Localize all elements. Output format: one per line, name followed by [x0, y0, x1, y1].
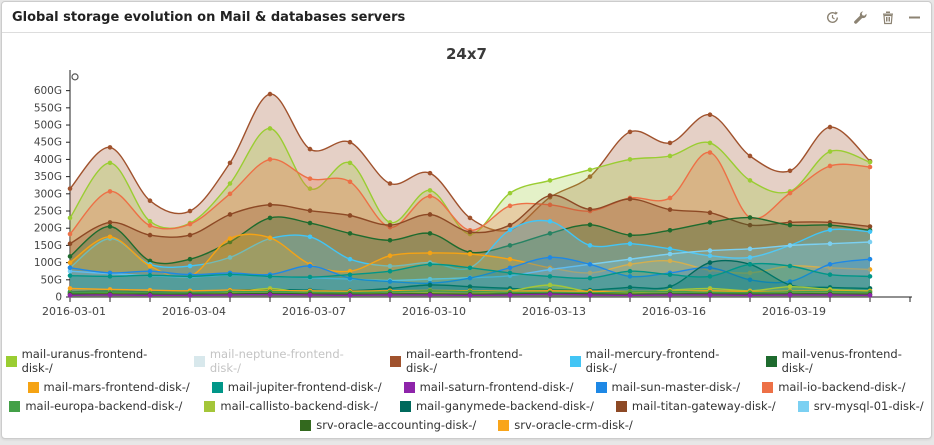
- y-axis-label: 600G: [34, 85, 62, 97]
- legend-label: mail-sun-master-disk-/: [611, 380, 741, 394]
- y-axis-label: 550G: [34, 102, 62, 114]
- legend-item-mail-jupiter-frontend-disk[interactable]: mail-jupiter-frontend-disk-/: [211, 380, 382, 394]
- legend-label: mail-venus-frontend-disk-/: [781, 347, 902, 375]
- legend-label: mail-jupiter-frontend-disk-/: [227, 380, 382, 394]
- y-axis-label: 100G: [34, 257, 62, 269]
- x-axis-label: 2016-03-10: [402, 305, 466, 318]
- y-axis-label: 350G: [34, 171, 62, 183]
- y-axis-label: 450G: [34, 137, 62, 149]
- x-axis-label: 2016-03-01: [42, 305, 106, 318]
- y-axis-label: 0: [55, 292, 62, 304]
- delete-panel-button[interactable]: [881, 10, 895, 25]
- legend-swatch-icon: [211, 381, 223, 393]
- legend-label: mail-uranus-frontend-disk-/: [21, 347, 148, 375]
- legend-label: mail-saturn-frontend-disk-/: [419, 380, 574, 394]
- legend-swatch-icon: [762, 381, 774, 393]
- x-axis-label: 2016-03-13: [522, 305, 586, 318]
- legend-item-srv-oracle-crm-disk[interactable]: srv-oracle-crm-disk-/: [498, 418, 633, 432]
- legend-label: mail-europa-backend-disk-/: [25, 399, 183, 413]
- y-axis-label: 500G: [34, 120, 62, 132]
- legend-swatch-icon: [766, 355, 777, 367]
- edit-panel-button[interactable]: [853, 10, 868, 25]
- legend-row: mail-mars-frontend-disk-/ mail-jupiter-fr…: [27, 380, 905, 394]
- legend-item-srv-mysql-01-disk[interactable]: srv-mysql-01-disk-/: [797, 399, 924, 413]
- stray-open-marker: [71, 73, 79, 81]
- chart-area: 24x7 0 50G 100G 150G 200G 250G 300G 350G 400G 450…: [2, 33, 931, 432]
- legend-item-mail-saturn-frontend-disk[interactable]: mail-saturn-frontend-disk-/: [403, 380, 574, 394]
- wrench-icon: [854, 10, 867, 24]
- legend-label: mail-callisto-backend-disk-/: [220, 399, 378, 413]
- legend-item-mail-io-backend-disk[interactable]: mail-io-backend-disk-/: [762, 380, 905, 394]
- x-axis-label: 2016-03-04: [162, 305, 226, 318]
- y-axis-label: 300G: [34, 188, 62, 200]
- legend-label: mail-earth-frontend-disk-/: [405, 347, 523, 375]
- legend-row: srv-oracle-accounting-disk-/ srv-oracle-c…: [300, 418, 633, 432]
- legend-swatch-icon: [9, 400, 21, 412]
- legend-swatch-icon: [797, 400, 809, 412]
- legend-label: srv-oracle-accounting-disk-/: [316, 418, 477, 432]
- series-mail-earth-frontend-disk-/: [67, 91, 873, 297]
- series-mail-saturn-frontend-disk-/: [67, 291, 873, 298]
- legend-swatch-icon: [403, 381, 415, 393]
- legend-item-mail-neptune-frontend-disk[interactable]: mail-neptune-frontend-disk-/: [194, 347, 368, 375]
- y-axis-label: 250G: [34, 206, 62, 218]
- chart-legend: mail-uranus-frontend-disk-/ mail-neptune-…: [6, 347, 927, 432]
- x-axis-label: 2016-03-16: [642, 305, 706, 318]
- chart-title: 24x7: [446, 45, 487, 63]
- panel-toolbar: [825, 10, 921, 25]
- legend-swatch-icon: [204, 400, 216, 412]
- legend-label: mail-titan-gateway-disk-/: [631, 399, 776, 413]
- trash-icon: [883, 11, 893, 24]
- x-axis-label: 2016-03-07: [282, 305, 346, 318]
- y-axis-label: 200G: [34, 223, 62, 235]
- legend-label: srv-oracle-crm-disk-/: [514, 418, 633, 432]
- legend-swatch-icon: [399, 400, 411, 412]
- legend-swatch-icon: [615, 400, 627, 412]
- y-axis-label: 150G: [34, 240, 62, 252]
- refresh-clock-icon: [827, 11, 838, 23]
- legend-swatch-icon: [300, 419, 312, 431]
- panel-title: Global storage evolution on Mail & datab…: [12, 9, 406, 25]
- legend-item-srv-oracle-accounting-disk[interactable]: srv-oracle-accounting-disk-/: [300, 418, 476, 432]
- minus-icon: [909, 16, 920, 18]
- legend-swatch-icon: [390, 355, 401, 367]
- legend-label: mail-mercury-frontend-disk-/: [585, 347, 720, 375]
- legend-label: mail-neptune-frontend-disk-/: [209, 347, 344, 375]
- legend-item-mail-mars-frontend-disk[interactable]: mail-mars-frontend-disk-/: [27, 380, 190, 394]
- legend-label: mail-io-backend-disk-/: [778, 380, 906, 394]
- legend-label: mail-mars-frontend-disk-/: [43, 380, 190, 394]
- x-axis-label: 2016-03-19: [762, 305, 826, 318]
- legend-item-mail-ganymede-backend-disk[interactable]: mail-ganymede-backend-disk-/: [399, 399, 594, 413]
- legend-label: mail-ganymede-backend-disk-/: [415, 399, 594, 413]
- legend-row: mail-uranus-frontend-disk-/ mail-neptune-…: [6, 347, 927, 375]
- legend-item-mail-europa-backend-disk[interactable]: mail-europa-backend-disk-/: [9, 399, 182, 413]
- y-axis-label: 50G: [41, 274, 63, 286]
- panel-header: Global storage evolution on Mail & datab…: [2, 2, 931, 33]
- legend-label: srv-mysql-01-disk-/: [813, 399, 924, 413]
- legend-item-mail-earth-frontend-disk[interactable]: mail-earth-frontend-disk-/: [390, 347, 548, 375]
- legend-swatch-icon: [570, 355, 581, 367]
- collapse-panel-button[interactable]: [908, 10, 921, 25]
- legend-item-mail-uranus-frontend-disk[interactable]: mail-uranus-frontend-disk-/: [6, 347, 172, 375]
- legend-swatch-icon: [27, 381, 39, 393]
- legend-swatch-icon: [498, 419, 510, 431]
- legend-swatch-icon: [194, 355, 205, 367]
- legend-item-mail-venus-frontend-disk[interactable]: mail-venus-frontend-disk-/: [766, 347, 927, 375]
- legend-row: mail-europa-backend-disk-/ mail-callisto-…: [9, 399, 924, 413]
- refresh-interval-button[interactable]: [825, 10, 840, 25]
- legend-item-mail-sun-master-disk[interactable]: mail-sun-master-disk-/: [595, 380, 741, 394]
- legend-swatch-icon: [6, 355, 17, 367]
- legend-item-mail-titan-gateway-disk[interactable]: mail-titan-gateway-disk-/: [615, 399, 776, 413]
- legend-item-mail-mercury-frontend-disk[interactable]: mail-mercury-frontend-disk-/: [570, 347, 744, 375]
- storage-evolution-chart: 0 50G 100G 150G 200G 250G 300G 350G 400G 450G 500G…: [34, 70, 912, 318]
- y-axis-label: 400G: [34, 154, 62, 166]
- legend-item-mail-callisto-backend-disk[interactable]: mail-callisto-backend-disk-/: [204, 399, 378, 413]
- legend-swatch-icon: [595, 381, 607, 393]
